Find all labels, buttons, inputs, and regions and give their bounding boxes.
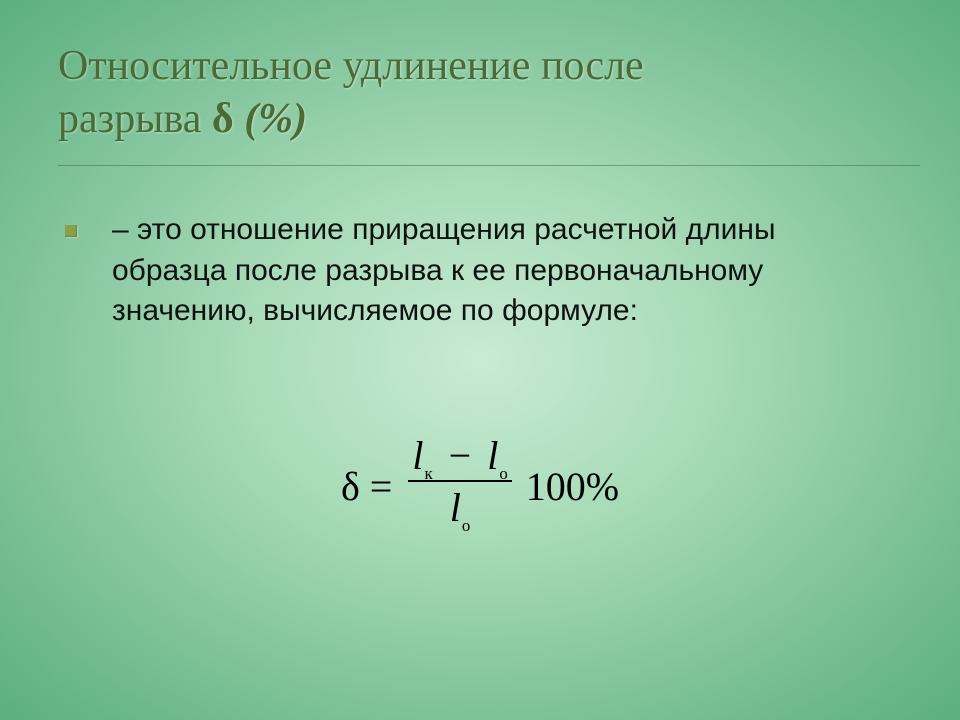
slide: Относительное удлинение после разрыва δ …	[0, 0, 960, 720]
bullet-icon	[65, 225, 77, 237]
num-sub-k: к	[424, 464, 432, 483]
fraction-denominator: lо	[446, 482, 475, 528]
den-sub-o: о	[462, 516, 470, 535]
title-underline	[58, 165, 920, 166]
num-sub-o: о	[499, 464, 507, 483]
num-l1: l	[412, 433, 423, 478]
title-line-1: Относительное удлинение после	[58, 43, 644, 89]
formula-delta: δ	[341, 463, 360, 510]
title-delta: δ	[212, 96, 234, 142]
formula-fraction: lк − lо lо	[408, 436, 511, 528]
slide-title: Относительное удлинение после разрыва δ …	[58, 40, 902, 145]
formula: δ = lк − lо lо 100%	[0, 440, 960, 532]
title-line-2a: разрыва	[58, 96, 212, 142]
num-minus: −	[449, 433, 472, 478]
fraction-numerator: lк − lо	[408, 436, 511, 482]
formula-rhs: 100%	[526, 463, 619, 510]
body-text: – это отношение приращения расчетной дли…	[112, 210, 870, 332]
formula-equals: =	[370, 463, 393, 510]
den-l: l	[450, 485, 461, 530]
num-l2: l	[487, 433, 498, 478]
title-percent: (%)	[234, 96, 307, 142]
